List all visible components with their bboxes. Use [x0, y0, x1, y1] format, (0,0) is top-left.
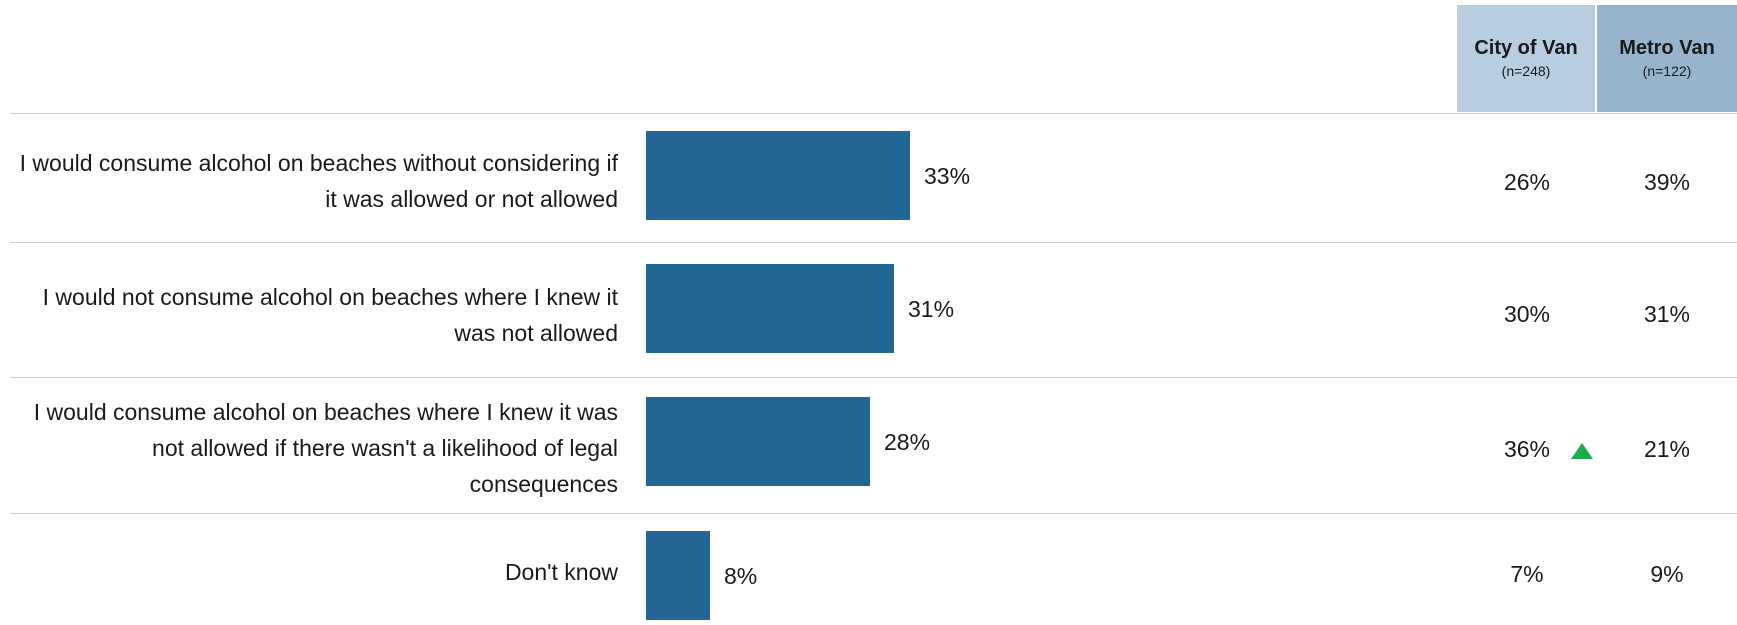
bar [646, 131, 910, 220]
column-n-metro: (n=122) [1642, 62, 1692, 79]
bar-value-label: 33% [924, 163, 970, 189]
bar-value-label: 28% [884, 429, 930, 455]
row-divider [10, 113, 1737, 114]
metro-value: 39% [1643, 169, 1691, 195]
row-label: I would not consume alcohol on beaches w… [42, 284, 618, 346]
column-title-city: City of Van [1474, 36, 1578, 59]
row-label: Don't know [504, 559, 618, 585]
bar [646, 397, 870, 486]
city-value: 36% [1503, 436, 1551, 462]
column-header-metro: Metro Van (n=122) [1597, 5, 1737, 112]
bar [646, 264, 894, 353]
city-value: 7% [1510, 561, 1544, 587]
column-header-city: City of Van (n=248) [1457, 5, 1595, 112]
city-value: 26% [1503, 169, 1551, 195]
up-triangle-icon [1571, 443, 1593, 459]
row-divider [10, 377, 1737, 378]
bar-value-label: 31% [908, 296, 954, 322]
row-label: I would consume alcohol on beaches where… [33, 399, 618, 497]
metro-value: 21% [1643, 436, 1691, 462]
row-divider [10, 513, 1737, 514]
row-label: I would consume alcohol on beaches witho… [19, 150, 618, 212]
metro-value: 9% [1650, 561, 1684, 587]
column-title-metro: Metro Van [1619, 36, 1715, 59]
bar [646, 531, 710, 620]
bar-value-label: 8% [724, 563, 757, 589]
row-divider [10, 242, 1737, 243]
city-value: 30% [1503, 301, 1551, 327]
column-n-city: (n=248) [1501, 62, 1551, 79]
metro-value: 31% [1643, 301, 1691, 327]
